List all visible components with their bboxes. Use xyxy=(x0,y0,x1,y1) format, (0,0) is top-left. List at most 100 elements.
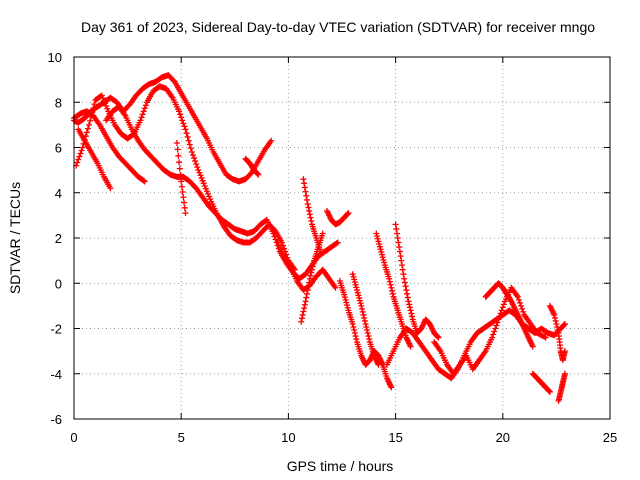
data-point xyxy=(298,318,305,325)
data-point xyxy=(76,153,83,160)
data-point xyxy=(409,313,416,320)
data-point xyxy=(514,293,521,300)
data-point xyxy=(177,111,184,118)
data-point xyxy=(90,105,97,112)
data-point xyxy=(404,294,411,301)
data-point xyxy=(141,178,148,185)
data-point xyxy=(303,196,310,203)
data-point xyxy=(519,305,526,312)
data-point xyxy=(176,165,183,172)
data-point xyxy=(174,146,181,153)
data-point xyxy=(140,108,147,115)
data-point xyxy=(303,192,310,199)
data-point xyxy=(301,305,308,312)
data-point xyxy=(88,113,95,120)
data-point xyxy=(303,290,310,297)
data-points xyxy=(71,72,568,404)
data-point xyxy=(84,125,91,132)
x-tick-label: 0 xyxy=(70,430,77,445)
data-point xyxy=(360,311,367,318)
data-point xyxy=(178,178,185,185)
data-point xyxy=(496,313,503,320)
data-point xyxy=(181,123,188,130)
series-sat-l xyxy=(336,277,395,391)
series-sat-u xyxy=(555,370,568,404)
data-point xyxy=(546,388,553,395)
data-point xyxy=(364,327,371,334)
data-point xyxy=(386,278,393,285)
data-point xyxy=(499,304,506,311)
data-point xyxy=(308,218,315,225)
data-point xyxy=(397,253,404,260)
data-point xyxy=(333,240,340,247)
data-point xyxy=(500,301,507,308)
data-point xyxy=(497,310,504,317)
data-point xyxy=(300,308,307,315)
data-point xyxy=(74,159,81,166)
data-point xyxy=(307,214,314,221)
data-point xyxy=(366,336,373,343)
data-point xyxy=(306,207,313,214)
data-point xyxy=(300,176,307,183)
data-point xyxy=(561,348,568,355)
series-sat-j xyxy=(298,230,326,325)
data-point xyxy=(185,137,192,144)
data-point xyxy=(394,235,401,241)
data-point xyxy=(358,302,365,309)
data-point xyxy=(361,317,368,324)
x-tick-label: 15 xyxy=(388,430,402,445)
data-point xyxy=(561,321,568,328)
data-point xyxy=(406,301,413,308)
data-point xyxy=(352,333,359,340)
data-point xyxy=(492,325,499,332)
data-point xyxy=(306,275,313,282)
data-point xyxy=(394,230,401,237)
series-sat-h xyxy=(274,239,339,294)
data-point xyxy=(344,210,351,217)
data-point xyxy=(400,271,407,278)
data-point xyxy=(490,331,497,338)
data-point xyxy=(302,298,309,305)
data-point xyxy=(194,164,201,171)
data-point xyxy=(301,184,308,191)
data-point xyxy=(345,210,352,217)
data-point xyxy=(140,177,147,184)
data-point xyxy=(192,158,199,165)
data-point xyxy=(398,257,405,264)
data-point xyxy=(306,279,313,286)
data-point xyxy=(89,109,96,116)
data-point xyxy=(184,133,191,140)
data-point xyxy=(75,156,82,163)
series-sat-o xyxy=(392,221,442,341)
data-point xyxy=(178,183,185,190)
data-point xyxy=(180,120,187,127)
data-point xyxy=(399,266,406,273)
data-point xyxy=(86,121,93,128)
data-point xyxy=(301,180,308,187)
data-point xyxy=(91,101,98,108)
data-point xyxy=(175,152,182,159)
data-point xyxy=(83,129,90,136)
data-point xyxy=(515,296,522,303)
data-point xyxy=(182,126,189,133)
data-point xyxy=(351,330,358,337)
data-point xyxy=(393,225,400,232)
data-point xyxy=(304,201,311,208)
data-point xyxy=(186,141,193,148)
data-point xyxy=(494,319,501,326)
data-point xyxy=(551,311,558,318)
data-point xyxy=(392,221,399,228)
data-point xyxy=(493,322,500,329)
data-point xyxy=(375,361,382,368)
data-point xyxy=(386,275,393,282)
data-point xyxy=(554,323,561,330)
data-point xyxy=(388,384,395,391)
data-point xyxy=(395,239,402,246)
y-tick-label: 2 xyxy=(55,231,62,246)
data-point xyxy=(435,334,442,341)
data-point xyxy=(408,310,415,317)
data-point xyxy=(298,315,305,322)
y-tick-label: 0 xyxy=(55,276,62,291)
data-point xyxy=(307,272,314,279)
series-sat-g xyxy=(242,155,262,178)
